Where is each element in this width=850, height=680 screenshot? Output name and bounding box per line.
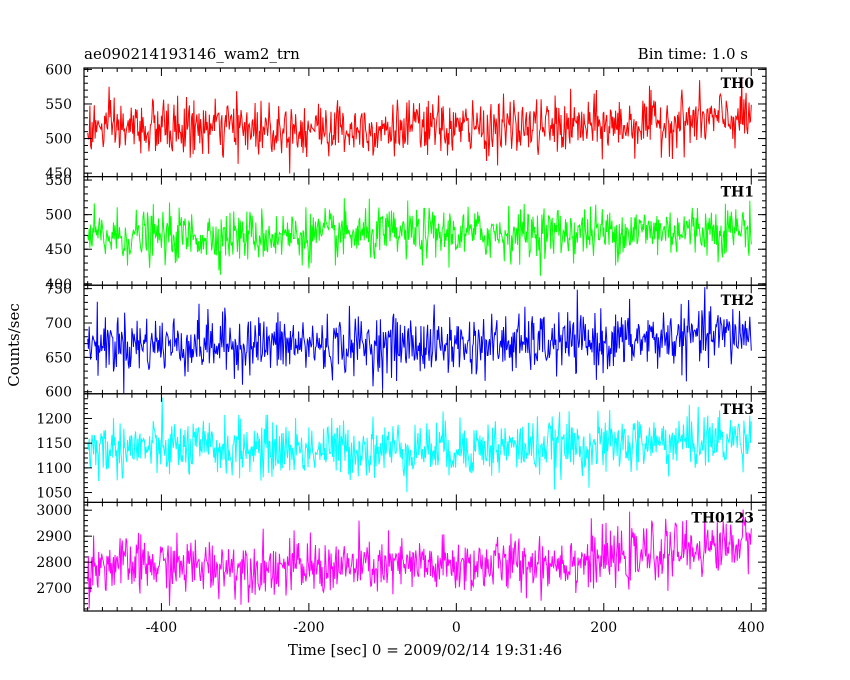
y-tick-label: 1050: [36, 486, 72, 502]
y-tick-label: 1150: [36, 436, 72, 452]
y-tick-label: 500: [45, 208, 72, 224]
y-tick-label: 750: [45, 282, 72, 298]
y-tick-label: 600: [45, 385, 72, 401]
y-axis-label: Counts/sec: [5, 303, 23, 387]
panel-th3: 1050 1100 1150 1200 TH3: [36, 393, 767, 503]
y-tick-label: 1100: [36, 461, 72, 477]
panel-th1: 400 450 500 550 TH1: [45, 173, 767, 293]
channel-label: TH3: [721, 402, 754, 418]
x-tick-label: 200: [590, 620, 617, 636]
y-tick-label: 700: [45, 316, 72, 332]
series-line-th1: [87, 198, 752, 276]
y-tick-label: 550: [45, 173, 72, 189]
series-line-th0123: [87, 509, 752, 609]
channel-label: TH0123: [691, 510, 754, 526]
x-axis-label: Time [sec] 0 = 2009/02/14 19:31:46: [288, 641, 562, 659]
y-tick-label: 1200: [36, 411, 72, 427]
channel-label: TH1: [721, 185, 754, 201]
x-tick-label: 400: [738, 620, 765, 636]
x-tick-label: 0: [452, 620, 461, 636]
chart-title-left: ae090214193146_wam2_trn: [84, 45, 300, 63]
x-tick-label: -200: [293, 620, 324, 636]
y-tick-label: 600: [45, 62, 72, 78]
channel-label: TH2: [721, 293, 754, 309]
series-line-th2: [87, 287, 752, 394]
y-tick-label: 3000: [36, 503, 72, 519]
x-axis: -400 -200 0 200 400: [146, 620, 765, 636]
y-tick-label: 2900: [36, 529, 72, 545]
y-tick-label: 650: [45, 350, 72, 366]
y-tick-label: 2800: [36, 555, 72, 571]
series-line-th3: [87, 397, 752, 493]
panel-th0123: 2700 2800 2900 3000 TH0123: [36, 501, 767, 612]
x-tick-label: -400: [146, 620, 177, 636]
y-tick-label: 550: [45, 97, 72, 113]
y-tick-label: 400: [45, 277, 72, 293]
channel-label: TH0: [721, 76, 755, 92]
series-line-th0: [87, 76, 752, 174]
y-tick-label: 500: [45, 132, 72, 148]
panel-th0: 450 500 550 600 TH0: [45, 62, 767, 182]
panel-th2: 600 650 700 750 TH2: [45, 282, 767, 401]
y-tick-label: 450: [45, 242, 72, 258]
y-tick-label: 450: [45, 166, 72, 182]
chart-title-right: Bin time: 1.0 s: [638, 45, 748, 63]
y-tick-label: 2700: [36, 581, 72, 597]
panels-group: 450 500 550 600 TH0 400 450 500 550 TH1 600 650 700 7…: [36, 62, 767, 612]
